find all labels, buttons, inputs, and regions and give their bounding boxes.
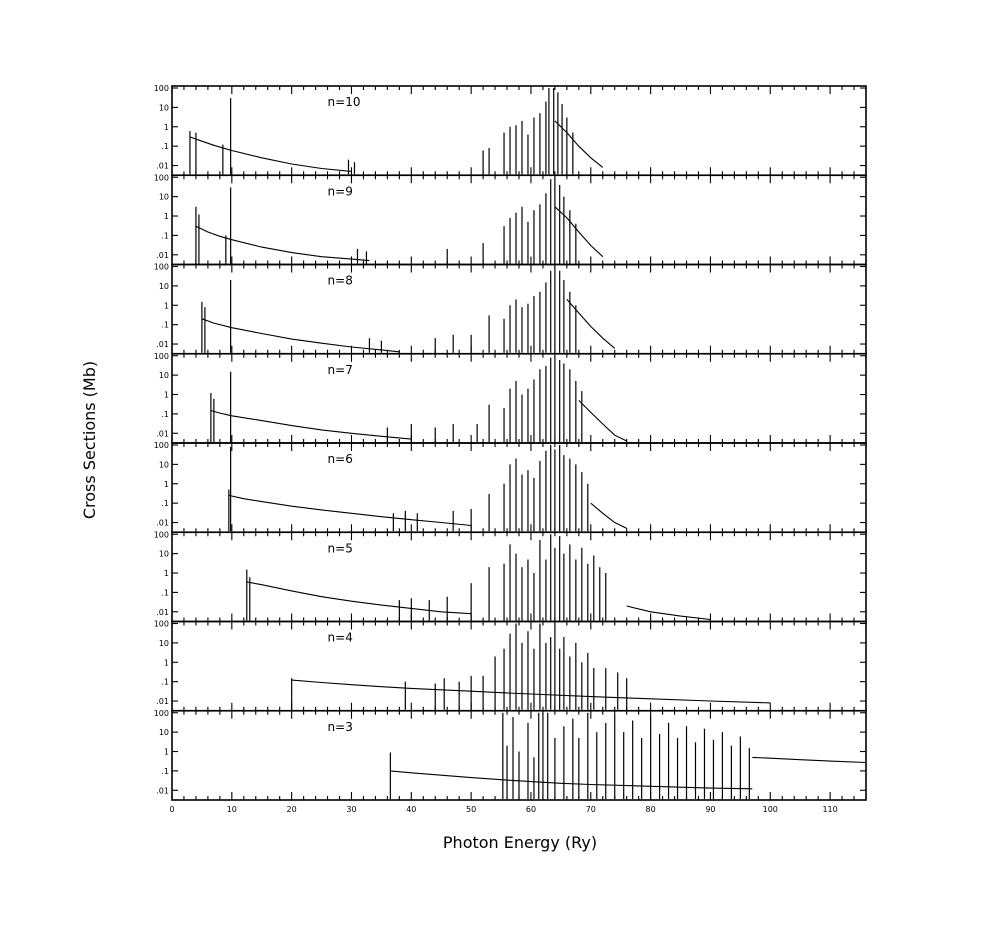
x-tick-label: 0	[169, 805, 174, 814]
panel-label: n=9	[328, 184, 353, 198]
panel-frame	[171, 263, 867, 355]
panel-7: 100 10 1 .1 .01 n=4	[154, 620, 867, 712]
y-tick-label: 100	[154, 709, 169, 718]
y-tick-label: .1	[161, 410, 169, 419]
y-tick-label: 100	[154, 173, 169, 182]
y-tick-label: 100	[154, 530, 169, 539]
panel-frame	[171, 531, 867, 623]
y-tick-label: .1	[161, 678, 169, 687]
x-tick-label: 10	[227, 805, 237, 814]
y-tick-label: 10	[159, 193, 169, 202]
y-tick-label: .1	[161, 321, 169, 330]
y-tick-label: 1	[164, 123, 169, 132]
y-tick-label: .1	[161, 142, 169, 151]
background-curve-2	[566, 299, 616, 349]
x-tick-label: 80	[646, 805, 656, 814]
background-curve-1	[246, 581, 472, 615]
y-tick-label: 100	[154, 441, 169, 450]
y-tick-label: 1	[164, 748, 169, 757]
background-curve-1	[291, 679, 771, 704]
y-tick-label: 10	[159, 639, 169, 648]
panel-label: n=10	[328, 95, 361, 109]
panel-frame	[171, 442, 867, 534]
y-tick-label: .1	[161, 588, 169, 597]
y-tick-label: 1	[164, 480, 169, 489]
y-axis-title: Cross Sections (Mb)	[80, 361, 99, 519]
y-tick-label: 10	[159, 282, 169, 291]
y-tick-label: .01	[156, 162, 169, 171]
y-tick-label: 1	[164, 569, 169, 578]
x-tick-label: 110	[822, 805, 837, 814]
background-curve-1	[201, 318, 400, 353]
x-axis-title: Photon Energy (Ry)	[443, 833, 597, 852]
background-curve-2	[554, 120, 604, 168]
background-curve-2	[554, 206, 604, 258]
panel-1: 100 10 1 .1 .01 n=10	[154, 84, 867, 177]
y-tick-label: 100	[154, 84, 169, 93]
panel-6: 100 10 1 .1 .01 n=5	[154, 530, 867, 623]
background-curve-1	[390, 770, 753, 790]
y-tick-label: 10	[159, 371, 169, 380]
panel-2: 100 10 1 .1 .01 n=9	[154, 173, 867, 266]
y-tick-label: .01	[156, 251, 169, 260]
y-tick-label: .01	[156, 340, 169, 349]
panels-layer: 100101.1.01n=10100101.1.01n=9100101.1.01…	[154, 84, 867, 814]
panel-frame	[171, 174, 867, 266]
y-tick-label: 100	[154, 620, 169, 629]
background-curve-2	[578, 400, 627, 442]
y-tick-label: 1	[164, 301, 169, 310]
background-curve-2	[752, 756, 867, 764]
y-tick-label: .1	[161, 231, 169, 240]
x-tick-label: 70	[586, 805, 596, 814]
panel-label: n=4	[328, 631, 353, 645]
panel-label: n=3	[328, 720, 353, 734]
y-tick-label: 100	[154, 263, 169, 272]
x-tick-label: 40	[406, 805, 416, 814]
background-curve-2	[590, 502, 627, 529]
y-tick-label: .1	[161, 499, 169, 508]
panel-label: n=8	[328, 274, 353, 288]
y-tick-label: .1	[161, 767, 169, 776]
panel-5: 100 10 1 .1 .01 n=6	[154, 441, 867, 534]
background-curve-1	[195, 225, 370, 262]
y-tick-label: .01	[156, 608, 169, 617]
panel-frame	[171, 620, 867, 712]
panel-label: n=7	[328, 363, 353, 377]
x-tick-label: 20	[287, 805, 297, 814]
background-curve-1	[189, 136, 352, 172]
x-tick-label: 30	[346, 805, 356, 814]
x-tick-label: 50	[466, 805, 476, 814]
x-tick-label: 90	[705, 805, 715, 814]
panel-label: n=5	[328, 541, 353, 555]
y-tick-label: .01	[156, 786, 169, 795]
background-curve-1	[228, 494, 472, 527]
panel-frame	[171, 352, 867, 444]
panel-label: n=6	[328, 452, 353, 466]
y-tick-label: .01	[156, 429, 169, 438]
y-tick-label: .01	[156, 697, 169, 706]
y-tick-label: 10	[159, 103, 169, 112]
y-tick-label: 1	[164, 658, 169, 667]
y-tick-label: .01	[156, 519, 169, 528]
background-curve-2	[626, 605, 711, 621]
y-tick-label: 10	[159, 460, 169, 469]
y-tick-label: 1	[164, 212, 169, 221]
y-tick-label: 10	[159, 728, 169, 737]
panel-8: 100 10 1 .1 .01 n=3	[154, 709, 867, 801]
panel-3: 100 10 1 .1 .01 n=8	[154, 263, 867, 355]
x-tick-label: 60	[526, 805, 536, 814]
panel-frame	[171, 85, 867, 177]
x-tick-label: 100	[763, 805, 778, 814]
y-tick-label: 10	[159, 550, 169, 559]
y-tick-label: 1	[164, 391, 169, 400]
background-curve-1	[210, 409, 412, 440]
panel-4: 100 10 1 .1 .01 n=7	[154, 352, 867, 444]
y-tick-label: 100	[154, 352, 169, 361]
